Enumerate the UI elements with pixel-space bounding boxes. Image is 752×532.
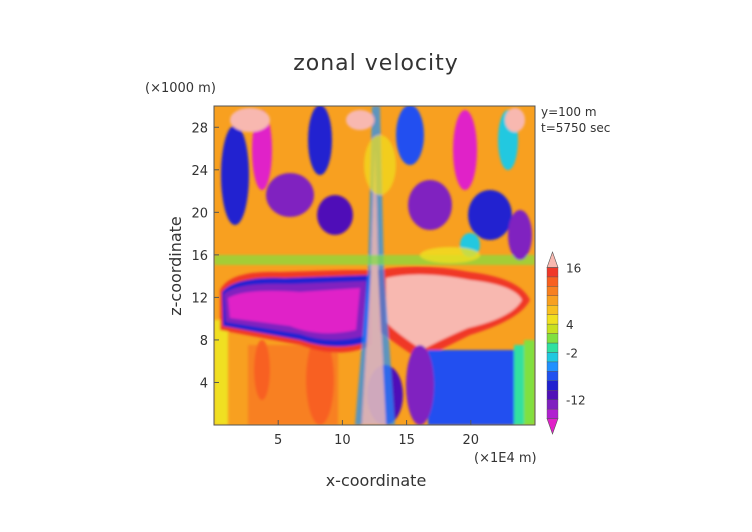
colorbar-segment — [546, 323, 559, 334]
colorbar-label: 4 — [566, 318, 574, 332]
yellow-patch-2 — [420, 247, 480, 263]
upper-wave-7 — [408, 180, 452, 230]
central-plume-core — [362, 150, 386, 425]
upper-wave-5 — [317, 195, 353, 235]
colorbar-segment — [546, 295, 559, 306]
annotation-t: t=5750 sec — [541, 121, 610, 135]
lower-right-cyan — [514, 345, 526, 425]
colorbar-segment — [546, 267, 559, 278]
upper-wave-4 — [308, 106, 332, 175]
colorbar-label: 16 — [566, 261, 581, 275]
y-unit-label: (×1000 m) — [145, 81, 216, 96]
colorbar-segment — [546, 276, 559, 287]
upper-wave-9 — [468, 190, 512, 240]
chart-title: zonal velocity — [293, 51, 459, 76]
colorbar-segment — [546, 286, 559, 296]
upper-pink-2 — [346, 110, 374, 130]
heatmap-field — [214, 106, 535, 425]
x-tick-label: 10 — [334, 433, 351, 448]
lower-right-edge — [524, 340, 535, 425]
colorbar-label: -12 — [566, 394, 586, 408]
x-axis-label: x-coordinate — [326, 471, 427, 490]
y-tick-label: 20 — [191, 206, 208, 221]
colorbar-bottom-arrow — [546, 418, 559, 435]
colorbar-segment — [546, 408, 559, 419]
x-tick-label: 15 — [398, 433, 415, 448]
colorbar-segment — [546, 342, 559, 353]
y-tick-label: 16 — [191, 249, 208, 264]
colorbar-segment — [546, 361, 559, 372]
lower-right-purple — [406, 345, 434, 425]
y-axis-label: z-coordinate — [166, 216, 185, 316]
upper-wave-1 — [221, 125, 249, 225]
lower-right-blue — [428, 350, 520, 425]
x-tick-label: 5 — [274, 433, 282, 448]
upper-pink-1 — [230, 108, 270, 132]
upper-green-band — [214, 255, 535, 265]
upper-wave-8 — [453, 110, 477, 190]
colorbar-segment — [546, 371, 559, 381]
y-axis-ticks: 4 8 12 16 20 24 28 — [191, 121, 219, 391]
colorbar-segment — [546, 314, 559, 325]
upper-wave-3 — [266, 173, 314, 217]
y-tick-label: 12 — [191, 291, 208, 306]
upper-pink-3 — [505, 108, 525, 132]
colorbar-labels: 16 4 -2 -12 — [566, 261, 586, 407]
annotation-y: y=100 m — [541, 105, 597, 119]
lower-left-hotspot-2 — [254, 340, 270, 400]
upper-wave-10 — [508, 210, 532, 260]
y-tick-label: 4 — [200, 376, 208, 391]
colorbar-segment — [546, 305, 559, 315]
y-tick-label: 24 — [191, 164, 208, 179]
y-tick-label: 28 — [191, 121, 208, 136]
left-jet-core — [228, 288, 360, 334]
colorbar-segment — [546, 333, 559, 344]
y-tick-label: 8 — [200, 334, 208, 349]
colorbar-segment — [546, 352, 559, 363]
x-unit-label: (×1E4 m) — [474, 451, 537, 466]
upper-wave-6 — [396, 106, 424, 165]
colorbar-top-arrow — [546, 251, 559, 268]
yellow-patch-1 — [364, 135, 396, 195]
lower-left-edge — [214, 320, 228, 425]
right-jet-core — [386, 274, 522, 350]
colorbar-segment — [546, 390, 559, 400]
plot-frame — [213, 105, 536, 426]
lower-left-hotspot — [306, 335, 334, 425]
colorbar-segment — [546, 399, 559, 410]
colorbar-label: -2 — [566, 346, 578, 360]
colorbar-segment — [546, 380, 559, 391]
x-axis-ticks: 5 10 15 20 — [274, 420, 479, 448]
x-tick-label: 20 — [463, 433, 480, 448]
colorbar — [546, 251, 559, 435]
